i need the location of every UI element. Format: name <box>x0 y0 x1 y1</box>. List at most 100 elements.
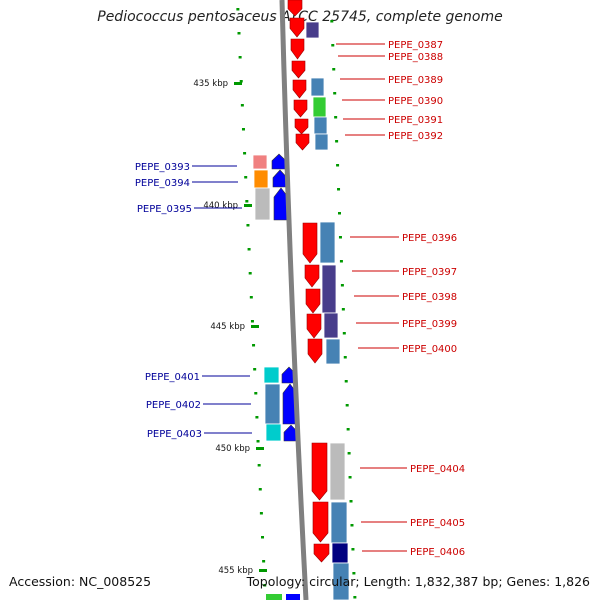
minor-tick <box>248 272 252 275</box>
minor-tick <box>246 224 250 227</box>
minor-tick <box>262 560 266 563</box>
gene-label-pepe_0396[interactable]: PEPE_0396 <box>402 233 457 244</box>
gene-label-pepe_0401[interactable]: PEPE_0401 <box>145 372 200 383</box>
map-title: Pediococcus pentosaceus ATCC 25745, comp… <box>97 9 503 25</box>
gene-label-pepe_0398[interactable]: PEPE_0398 <box>402 292 457 303</box>
ruler-tick <box>259 569 267 572</box>
gene-label-pepe_0391[interactable]: PEPE_0391 <box>388 115 443 126</box>
gene-label-pepe_0406[interactable]: PEPE_0406 <box>410 547 465 558</box>
ruler-label: 440 kbp <box>203 201 238 211</box>
minor-tick <box>247 248 251 251</box>
minor-tick <box>245 200 249 203</box>
minor-tick <box>353 596 357 599</box>
cog-category-block[interactable] <box>314 133 329 151</box>
gene-label-pepe_0390[interactable]: PEPE_0390 <box>388 96 443 107</box>
minor-tick <box>344 380 348 383</box>
forward-cds-arrow[interactable] <box>295 133 310 151</box>
minor-tick <box>252 344 256 347</box>
gene-label-pepe_0388[interactable]: PEPE_0388 <box>388 52 443 63</box>
cog-category-block[interactable] <box>321 264 337 314</box>
minor-tick <box>350 524 354 527</box>
ruler-tick <box>251 325 259 328</box>
minor-tick <box>237 32 241 35</box>
cog-category-block[interactable] <box>265 423 282 442</box>
cog-category-block[interactable] <box>264 383 281 425</box>
minor-tick <box>333 92 337 95</box>
gene-label-pepe_0403[interactable]: PEPE_0403 <box>147 429 202 440</box>
minor-tick <box>338 212 341 215</box>
minor-tick <box>341 308 345 311</box>
forward-cds-arrow[interactable] <box>306 313 322 339</box>
accession-text: Accession: NC_008525 <box>9 574 152 589</box>
cog-category-block[interactable] <box>313 116 328 135</box>
minor-tick <box>250 320 254 323</box>
forward-cds-arrow[interactable] <box>290 38 305 60</box>
cog-category-block[interactable] <box>323 312 339 339</box>
minor-tick <box>238 56 242 59</box>
cog-category-block[interactable] <box>312 96 327 118</box>
cog-category-block[interactable] <box>263 366 280 384</box>
cog-category-block[interactable] <box>325 338 341 365</box>
gene-label-pepe_0404[interactable]: PEPE_0404 <box>410 464 465 475</box>
forward-cds-arrow[interactable] <box>311 442 328 501</box>
cog-category-block[interactable] <box>266 594 282 600</box>
cog-category-block[interactable] <box>332 562 350 600</box>
cog-category-block[interactable] <box>253 169 269 189</box>
forward-cds-arrow[interactable] <box>287 0 303 17</box>
minor-tick <box>348 476 352 479</box>
gene-label-pepe_0393[interactable]: PEPE_0393 <box>135 162 190 173</box>
forward-cds-arrow[interactable] <box>302 222 318 264</box>
gene-label-pepe_0397[interactable]: PEPE_0397 <box>402 267 457 278</box>
forward-cds-arrow[interactable] <box>304 264 320 288</box>
gene-label-pepe_0387[interactable]: PEPE_0387 <box>388 40 443 51</box>
minor-tick <box>241 128 245 131</box>
minor-tick <box>256 440 260 443</box>
forward-cds-arrow[interactable] <box>293 99 308 118</box>
forward-cds-arrow[interactable] <box>312 501 329 543</box>
minor-tick <box>335 140 339 143</box>
gene-label-pepe_0392[interactable]: PEPE_0392 <box>388 131 443 142</box>
minor-tick <box>249 296 253 299</box>
forward-cds-arrow[interactable] <box>292 79 307 99</box>
topology-text: Topology: circular; Length: 1,832,387 bp… <box>246 574 590 589</box>
cog-category-block[interactable] <box>305 21 320 39</box>
backbone-line <box>279 0 309 600</box>
forward-cds-arrow[interactable] <box>289 17 305 38</box>
minor-tick <box>337 188 341 191</box>
gene-label-pepe_0400[interactable]: PEPE_0400 <box>402 344 457 355</box>
minor-tick <box>236 8 240 11</box>
minor-tick <box>334 116 338 119</box>
reverse-cds-arrow[interactable] <box>286 594 300 600</box>
cog-category-block[interactable] <box>329 442 346 501</box>
gene-label-pepe_0389[interactable]: PEPE_0389 <box>388 75 443 86</box>
gene-label-pepe_0394[interactable]: PEPE_0394 <box>135 178 190 189</box>
reverse-cds-arrow[interactable] <box>271 153 287 170</box>
cog-category-block[interactable] <box>331 542 349 564</box>
cog-category-block[interactable] <box>330 501 348 544</box>
cog-category-block[interactable] <box>310 77 325 97</box>
cog-category-block[interactable] <box>319 221 336 264</box>
minor-tick <box>263 584 267 587</box>
minor-tick <box>351 548 355 551</box>
minor-tick <box>340 284 344 287</box>
gene-label-pepe_0399[interactable]: PEPE_0399 <box>402 319 457 330</box>
minor-tick <box>255 416 259 419</box>
gene-label-pepe_0395[interactable]: PEPE_0395 <box>137 204 192 215</box>
cog-category-block[interactable] <box>254 187 271 221</box>
gene-label-pepe_0402[interactable]: PEPE_0402 <box>146 400 201 411</box>
minor-tick <box>347 452 351 455</box>
minor-tick <box>345 404 349 407</box>
minor-tick <box>244 176 248 179</box>
ruler-label: 435 kbp <box>193 79 228 89</box>
forward-cds-arrow[interactable] <box>313 543 330 563</box>
forward-cds-arrow[interactable] <box>291 60 306 79</box>
minor-tick <box>253 368 257 371</box>
forward-cds-arrow[interactable] <box>294 118 309 135</box>
forward-cds-arrow[interactable] <box>307 338 323 364</box>
minor-tick <box>332 68 336 71</box>
minor-tick <box>336 164 340 167</box>
cog-category-block[interactable] <box>252 154 268 170</box>
gene-label-pepe_0405[interactable]: PEPE_0405 <box>410 518 465 529</box>
forward-cds-arrow[interactable] <box>305 288 321 314</box>
